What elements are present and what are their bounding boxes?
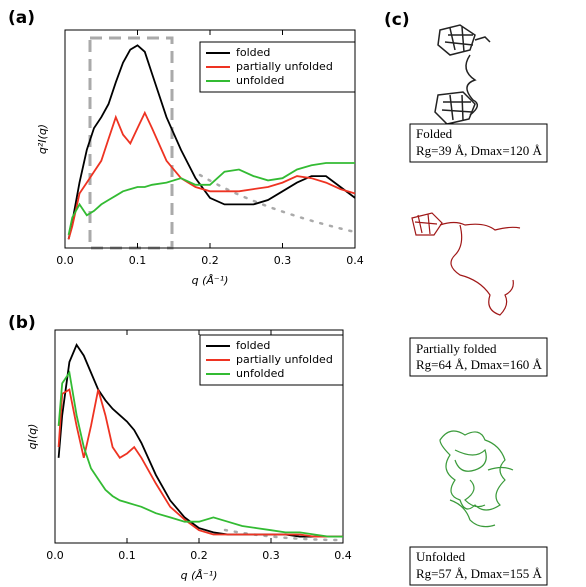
series-line (67, 162, 355, 236)
structure-partial (411, 212, 521, 316)
structure-params: Rg=57 Å, Dmax=155 Å (416, 566, 542, 581)
x-tick-label: 0.1 (129, 254, 147, 267)
x-tick-label: 0.0 (56, 254, 74, 267)
series-line (67, 110, 356, 240)
legend-label: folded (236, 46, 270, 59)
y-axis-label: qI(q) (26, 424, 39, 450)
series-line (57, 388, 343, 538)
structure-unfolded (439, 430, 514, 528)
panel-label: (a) (8, 8, 35, 28)
legend-label: unfolded (236, 74, 284, 87)
x-axis-label: q (Å⁻¹) (181, 569, 218, 582)
legend-label: partially unfolded (236, 353, 333, 366)
series-line (57, 370, 343, 538)
panel-label: (c) (384, 10, 410, 30)
structure-params: Rg=64 Å, Dmax=160 Å (416, 357, 542, 372)
panel-label: (b) (8, 313, 36, 333)
legend-label: unfolded (236, 367, 284, 380)
legend-label: folded (236, 339, 270, 352)
x-tick-label: 0.3 (274, 254, 292, 267)
structure-params: Rg=39 Å, Dmax=120 Å (416, 143, 542, 158)
structure-state: Folded (416, 126, 453, 141)
x-axis-label: q (Å⁻¹) (192, 274, 229, 287)
caption-box (409, 123, 548, 163)
structure-folded (434, 24, 491, 125)
y-axis-label: q²I(q) (36, 124, 49, 154)
x-tick-label: 0.4 (346, 254, 364, 267)
x-tick-label: 0.4 (334, 549, 352, 562)
caption-box (409, 337, 548, 377)
x-tick-label: 0.0 (46, 549, 64, 562)
series-line (67, 44, 356, 240)
legend-label: partially unfolded (236, 60, 333, 73)
x-tick-label: 0.3 (262, 549, 280, 562)
caption-box (409, 546, 548, 586)
x-tick-label: 0.2 (190, 549, 208, 562)
x-tick-label: 0.1 (118, 549, 136, 562)
x-tick-label: 0.2 (201, 254, 219, 267)
structure-state: Unfolded (416, 549, 466, 564)
structure-state: Partially folded (416, 341, 497, 356)
guide-curve (223, 528, 345, 542)
